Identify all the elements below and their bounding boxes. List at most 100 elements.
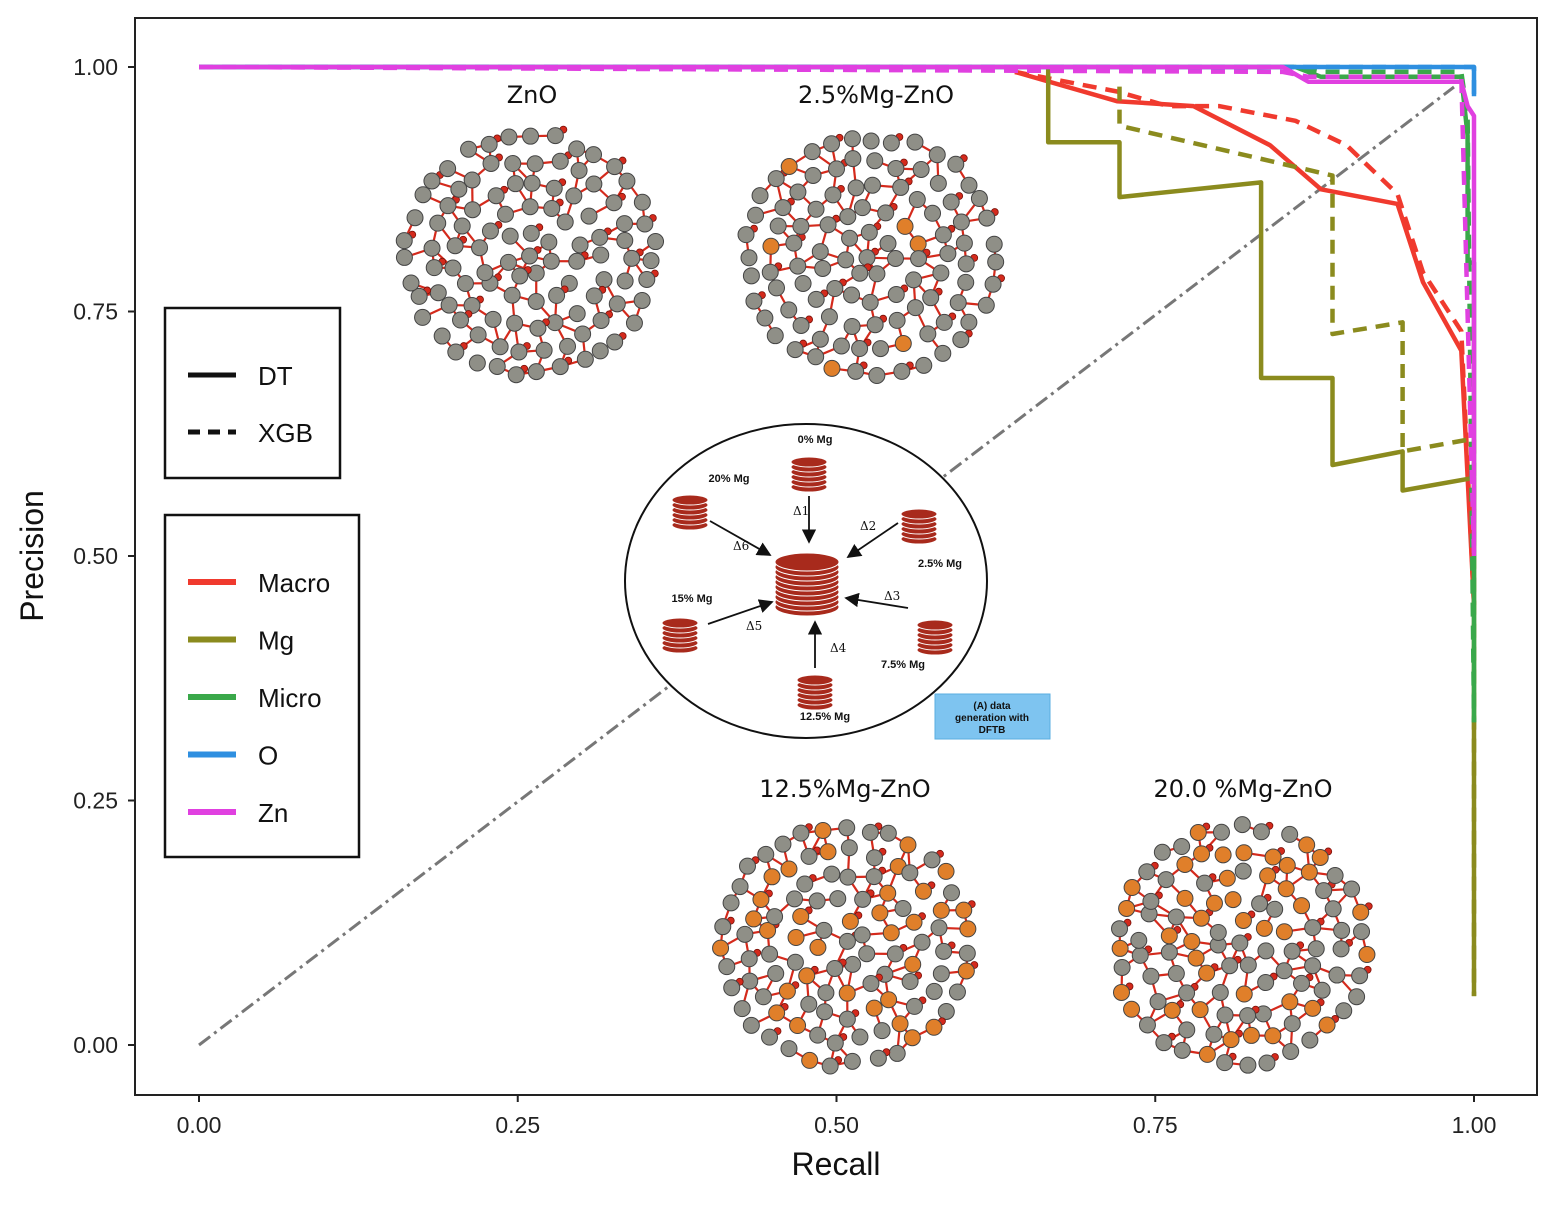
zn-atom <box>500 254 516 270</box>
zn-atom <box>936 943 952 959</box>
zn-atom <box>1325 901 1341 917</box>
zn-atom <box>855 891 871 907</box>
mg-atom <box>1265 1028 1281 1044</box>
zn-atom <box>874 1023 890 1039</box>
zn-atom <box>790 258 806 274</box>
zn-atom <box>1314 982 1330 998</box>
zn-atom <box>415 309 431 325</box>
zn-atom <box>961 314 977 330</box>
zn-atom <box>986 236 1002 252</box>
zn-atom <box>746 293 762 309</box>
zn-atom <box>1213 824 1229 840</box>
mg-atom <box>713 940 729 956</box>
mg-atom <box>1164 1002 1180 1018</box>
mg-atom <box>883 925 899 941</box>
zn-atom <box>1179 985 1195 1001</box>
zn-atom <box>812 244 828 260</box>
zn-atom <box>893 179 909 195</box>
zn-atom <box>1334 922 1350 938</box>
legend-xgb-label: XGB <box>258 418 313 448</box>
structure-title-1: 2.5%Mg-ZnO <box>798 81 954 109</box>
mg-atom <box>1124 1001 1140 1017</box>
zn-atom <box>1284 943 1300 959</box>
mg-atom <box>793 908 809 924</box>
zn-atom <box>933 966 949 982</box>
zn-atom <box>1308 941 1324 957</box>
zn-atom <box>430 285 446 301</box>
node-stack-1 <box>901 509 937 544</box>
zn-atom <box>741 250 757 266</box>
y-axis-title: Precision <box>14 490 50 622</box>
zn-atom <box>1305 958 1321 974</box>
mg-atom <box>906 914 922 930</box>
zn-atom <box>1139 864 1155 880</box>
zn-atom <box>935 227 951 243</box>
mg-atom <box>960 921 976 937</box>
zn-atom <box>887 946 903 962</box>
zn-atom <box>609 296 625 312</box>
zn-atom <box>862 294 878 310</box>
node-label-4: 15% Mg <box>672 593 713 605</box>
zn-atom <box>762 946 778 962</box>
mg-atom <box>769 1005 785 1021</box>
mg-atom <box>799 968 815 984</box>
zn-atom <box>933 265 949 281</box>
zn-atom <box>1150 994 1166 1010</box>
stack-disc <box>901 509 937 519</box>
zn-atom <box>769 280 785 296</box>
x-tick-label-3: 0.75 <box>1133 1112 1178 1138</box>
mg-atom <box>1194 846 1210 862</box>
zn-atom <box>844 1053 860 1069</box>
mg-atom <box>810 939 826 955</box>
zn-atom <box>867 317 883 333</box>
stack-disc <box>662 618 698 628</box>
mg-atom <box>746 911 762 927</box>
zn-atom <box>839 1011 855 1027</box>
zn-atom <box>502 228 518 244</box>
mg-atom <box>1278 881 1294 897</box>
zn-atom <box>507 315 523 331</box>
zn-atom <box>924 852 940 868</box>
mg-atom <box>881 992 897 1008</box>
zn-atom <box>916 357 932 373</box>
zn-atom <box>1352 968 1368 984</box>
zn-atom <box>575 326 591 342</box>
zn-atom <box>457 275 473 291</box>
zn-atom <box>842 230 858 246</box>
legend-label-zn: Zn <box>258 798 288 828</box>
note-line-0: (A) data <box>973 701 1011 712</box>
zn-atom <box>767 909 783 925</box>
zn-atom <box>859 946 875 962</box>
mg-atom <box>872 905 888 921</box>
zn-atom <box>639 271 655 287</box>
mg-atom <box>897 218 913 234</box>
zn-atom <box>1336 1003 1352 1019</box>
zn-atom <box>926 983 942 999</box>
mg-atom <box>1113 984 1129 1000</box>
zn-atom <box>793 825 809 841</box>
mg-atom <box>915 883 931 899</box>
zn-atom <box>1240 1008 1256 1024</box>
zn-atom <box>607 334 623 350</box>
zn-atom <box>940 246 956 262</box>
zn-atom <box>1174 1042 1190 1058</box>
zn-atom <box>488 188 504 204</box>
zn-atom <box>617 216 633 232</box>
zn-atom <box>596 272 612 288</box>
zn-atom <box>938 1003 954 1019</box>
zn-atom <box>804 144 820 160</box>
zn-atom <box>742 973 758 989</box>
legend-models: DT XGB <box>165 308 340 478</box>
zn-atom <box>770 218 786 234</box>
zn-atom <box>566 188 582 204</box>
zn-atom <box>1258 943 1274 959</box>
zn-atom <box>461 141 477 157</box>
legend-label-macro: Macro <box>258 568 330 598</box>
zn-atom <box>775 200 791 216</box>
mg-atom <box>1256 920 1272 936</box>
zn-atom <box>617 233 633 249</box>
zn-atom <box>923 290 939 306</box>
zn-atom <box>985 276 1001 292</box>
mg-atom <box>1193 910 1209 926</box>
zn-atom <box>581 208 597 224</box>
